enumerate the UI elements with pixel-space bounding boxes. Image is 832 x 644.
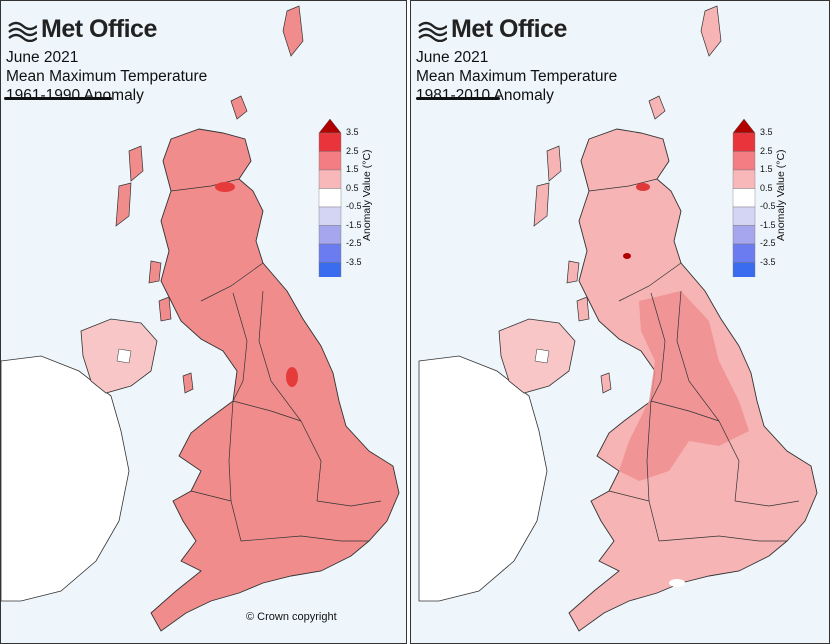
region-boundaries xyxy=(170,178,382,542)
legend-color-block xyxy=(732,169,756,189)
legend-tick-label: -1.5 xyxy=(760,219,776,230)
legend-tick-label: 3.5 xyxy=(760,127,773,137)
legend-tick-label: 2.5 xyxy=(760,145,773,156)
region-boundaries xyxy=(588,178,800,542)
legend-color-block xyxy=(732,188,756,208)
anomaly-legend: 3.5 2.5 1.5 0.5 -0.5 -1.5 -2.5 -3.5 Anomaly Val… xyxy=(729,117,799,277)
met-office-logo: Met Office xyxy=(7,15,157,44)
legend-tick-label: 3.5 xyxy=(346,127,359,137)
legend-tick-label: -3.5 xyxy=(760,256,776,267)
legend-tick-label: -2.5 xyxy=(760,238,776,248)
warmer-inland-band xyxy=(619,291,749,481)
lough-neagh xyxy=(534,348,550,364)
legend-color-block xyxy=(318,169,342,189)
hotspot-moray xyxy=(215,182,235,192)
title-underline xyxy=(416,97,500,100)
coolspot-south-coast xyxy=(669,579,685,587)
western-isles xyxy=(115,145,172,322)
ireland-landmass xyxy=(1,355,130,602)
legend-color-block xyxy=(732,151,756,171)
hotspot-cairngorms xyxy=(623,253,631,259)
map-title-month: June 2021 xyxy=(416,49,489,66)
map-title-month: June 2021 xyxy=(6,49,79,66)
map-title-baseline: 1961-1990 Anomaly xyxy=(6,87,144,104)
legend-color-block xyxy=(318,225,342,245)
legend-color-block xyxy=(732,225,756,245)
met-office-wordmark: Met Office xyxy=(451,15,567,43)
legend-tick-label: -1.5 xyxy=(346,219,362,230)
map-title-baseline: 1981-2010 Anomaly xyxy=(416,87,554,104)
legend-color-block xyxy=(318,243,342,263)
ireland-landmass xyxy=(418,355,548,602)
anomaly-legend: 3.5 2.5 1.5 0.5 -0.5 -1.5 -2.5 -3.5 Anomaly Val… xyxy=(315,117,385,277)
isle-of-man xyxy=(600,372,612,394)
map-title-variable: Mean Maximum Temperature xyxy=(6,68,208,85)
legend-title: Anomaly Value (°C) xyxy=(361,149,373,241)
legend-max-arrow xyxy=(318,118,342,134)
met-office-logo: Met Office xyxy=(417,15,567,44)
northern-isles xyxy=(648,5,722,120)
title-underline xyxy=(4,97,112,100)
map-title-variable: Mean Maximum Temperature xyxy=(416,68,618,85)
legend-max-arrow xyxy=(732,118,756,134)
legend-tick-label: -2.5 xyxy=(346,238,362,248)
legend-tick-label: 0.5 xyxy=(346,182,359,193)
hotspot-pennines xyxy=(286,367,298,387)
map-title-block: June 2021 Mean Maximum Temperature 1981-… xyxy=(416,48,617,105)
uk-map-1981-2010 xyxy=(418,5,818,632)
legend-color-block xyxy=(732,206,756,226)
legend-tick-label: -0.5 xyxy=(760,201,776,211)
hotspot-moray xyxy=(636,183,650,191)
legend-color-block xyxy=(318,151,342,171)
uk-map-1961-1990 xyxy=(1,5,400,632)
legend-tick-label: 1.5 xyxy=(760,164,773,174)
legend-color-block xyxy=(732,132,756,152)
legend-tick-label: 1.5 xyxy=(346,164,359,174)
legend-color-block xyxy=(318,206,342,226)
legend-colorbar xyxy=(732,118,756,277)
legend-color-block xyxy=(318,132,342,152)
great-britain xyxy=(150,128,400,632)
legend-tick-label: 0.5 xyxy=(760,182,773,193)
legend-tick-label: 2.5 xyxy=(346,145,359,156)
legend-color-block xyxy=(732,262,756,277)
legend-tick-label: -0.5 xyxy=(346,201,362,211)
legend-color-block xyxy=(732,243,756,263)
map-panel-1981-2010: Met Office June 2021 Mean Maximum Temper… xyxy=(410,0,830,644)
legend-color-block xyxy=(318,262,342,277)
legend-tick-label: -3.5 xyxy=(346,256,362,267)
met-office-wave-icon xyxy=(8,21,37,42)
copyright-notice: © Crown copyright xyxy=(246,611,337,623)
legend-color-block xyxy=(318,188,342,208)
northern-isles xyxy=(230,5,304,120)
lough-neagh xyxy=(116,348,132,364)
met-office-wave-icon xyxy=(418,21,447,42)
western-isles xyxy=(533,145,590,322)
legend-title: Anomaly Value (°C) xyxy=(775,149,787,241)
met-office-wordmark: Met Office xyxy=(41,15,157,43)
map-panel-1961-1990: Met Office June 2021 Mean Maximum Temper… xyxy=(0,0,407,644)
legend-colorbar xyxy=(318,118,342,277)
isle-of-man xyxy=(182,372,194,394)
